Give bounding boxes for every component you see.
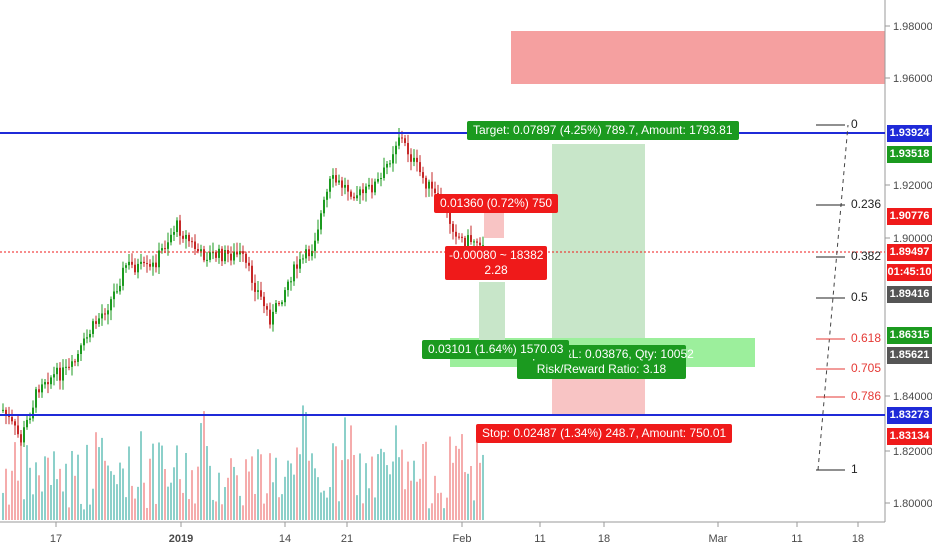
fib-level-label: 1 [851,462,858,476]
price-tag: 1.93518 [887,146,932,163]
price-tick-label: 1.80000 [893,498,932,510]
measure-line2: 2.28 [484,263,508,277]
time-tick-label: Feb [453,533,472,545]
price-tag: 1.89416 [887,286,932,303]
fib-level-label: 0.705 [851,361,882,375]
target-label[interactable]: Target: 0.07897 (4.25%) 789.7, Amount: 1… [467,121,739,140]
price-tag: 01:45:10 [887,264,932,281]
open-pl-label[interactable]: Open P&L: 0.03876, Qty: 10052 Risk/Rewar… [517,345,694,379]
time-tick-label: 14 [279,533,291,545]
mid-green-label[interactable]: 0.03101 (1.64%) 1570.03 [422,340,570,359]
price-tick-label: 1.98000 [893,21,932,33]
price-tag: 1.86315 [887,327,932,344]
measure-line1: -0.00080 ~ 18382 [449,248,544,262]
price-tick-label: 1.82000 [893,446,932,458]
fib-level-label: 0.618 [851,331,882,345]
price-tick-label: 1.90000 [893,233,932,245]
risk-reward-text: Risk/Reward Ratio: 3.18 [536,362,667,376]
fib-level-label: 0.5 [851,290,868,304]
time-tick-label: 11 [534,533,545,545]
price-tick-label: 1.96000 [893,73,932,85]
time-tick-label: 17 [50,533,62,545]
price-tag: 1.83273 [887,407,932,424]
fib-level-ticks [816,124,845,471]
measure-label[interactable]: -0.00080 ~ 18382 2.28 [445,246,547,280]
fib-level-label: 0.786 [851,389,882,403]
fib-level-label: 0 [851,117,858,131]
price-tag: 1.83134 [887,428,932,445]
time-tick-label: Mar [709,533,728,545]
price-axis: 1.98000 1.96000 1.92000 1.90000 1.84000 1.820… [885,21,932,510]
stop-label[interactable]: Stop: 0.02487 (1.34%) 248.7, Amount: 750… [476,424,733,443]
candlesticks [2,128,484,448]
price-tick-label: 1.84000 [893,391,932,403]
time-tick-label: 21 [341,533,353,545]
entry-delta-label[interactable]: 0.01360 (0.72%) 750 [434,194,559,213]
volume-bars [2,405,484,520]
small-red-zone [484,213,504,238]
fib-level-label: 0.236 [851,197,882,211]
time-tick-label: 18 [598,533,610,545]
small-green-zone [479,282,505,342]
time-tick-label: 18 [852,533,864,545]
fib-trend-line[interactable] [817,124,849,471]
target-zone[interactable] [552,144,645,341]
price-tag: 1.85621 [887,347,932,364]
time-tick-label: 2019 [169,533,193,545]
price-tag: 1.93924 [887,125,932,142]
time-axis: 17 2019 14 21 Feb 11 18 Mar 11 18 [50,522,864,545]
price-tag: 1.89497 [887,244,932,261]
price-tag: 1.90776 [887,208,932,225]
price-tick-label: 1.92000 [893,180,932,192]
time-tick-label: 11 [791,533,802,545]
fib-level-label: 0.382 [851,249,882,263]
supply-zone[interactable] [511,31,885,84]
